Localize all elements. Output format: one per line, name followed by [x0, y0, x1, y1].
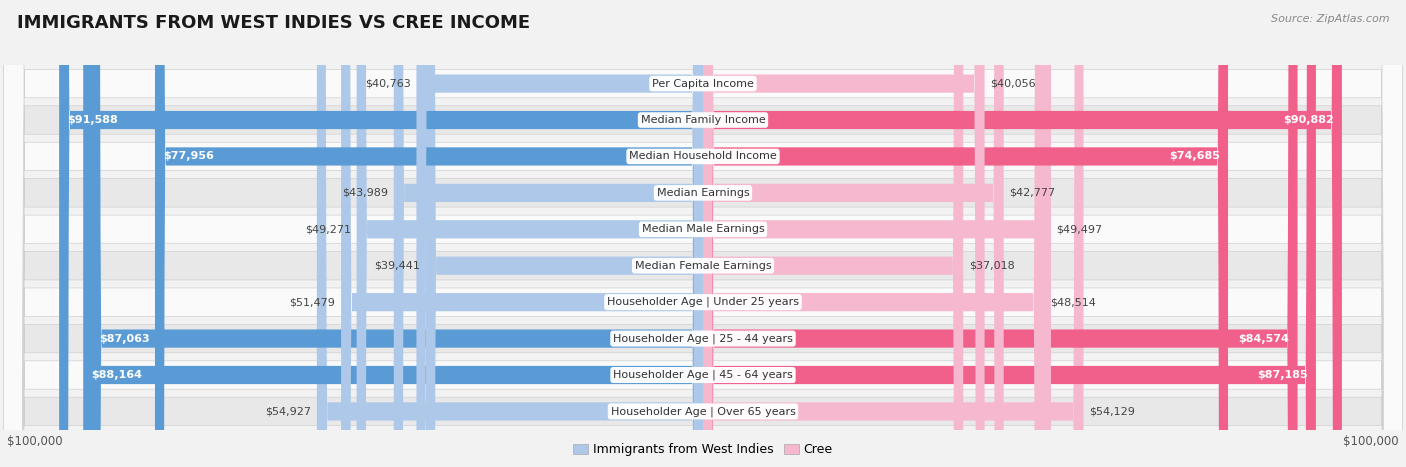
Text: Householder Age | 45 - 64 years: Householder Age | 45 - 64 years	[613, 370, 793, 380]
Text: $77,956: $77,956	[163, 151, 214, 162]
Text: Householder Age | 25 - 44 years: Householder Age | 25 - 44 years	[613, 333, 793, 344]
Text: $40,763: $40,763	[366, 78, 411, 89]
Text: $39,441: $39,441	[374, 261, 420, 271]
Text: Householder Age | Under 25 years: Householder Age | Under 25 years	[607, 297, 799, 307]
Text: $87,063: $87,063	[100, 333, 150, 344]
Text: $74,685: $74,685	[1168, 151, 1219, 162]
FancyBboxPatch shape	[3, 0, 1403, 467]
Text: $43,989: $43,989	[342, 188, 388, 198]
Text: Median Household Income: Median Household Income	[628, 151, 778, 162]
FancyBboxPatch shape	[703, 0, 1050, 467]
FancyBboxPatch shape	[426, 0, 703, 467]
Text: $37,018: $37,018	[969, 261, 1015, 271]
Text: Median Female Earnings: Median Female Earnings	[634, 261, 772, 271]
FancyBboxPatch shape	[59, 0, 703, 467]
FancyBboxPatch shape	[3, 0, 1403, 467]
Text: $51,479: $51,479	[290, 297, 336, 307]
FancyBboxPatch shape	[703, 0, 1341, 467]
FancyBboxPatch shape	[83, 0, 703, 467]
FancyBboxPatch shape	[3, 0, 1403, 467]
FancyBboxPatch shape	[703, 0, 984, 467]
FancyBboxPatch shape	[703, 0, 1084, 467]
Text: $87,185: $87,185	[1257, 370, 1308, 380]
Text: $90,882: $90,882	[1282, 115, 1333, 125]
Text: $54,129: $54,129	[1090, 406, 1135, 417]
Text: $88,164: $88,164	[91, 370, 142, 380]
FancyBboxPatch shape	[3, 0, 1403, 467]
FancyBboxPatch shape	[342, 0, 703, 467]
Text: $100,000: $100,000	[1343, 435, 1399, 448]
FancyBboxPatch shape	[3, 0, 1403, 467]
FancyBboxPatch shape	[703, 0, 963, 467]
Text: Median Earnings: Median Earnings	[657, 188, 749, 198]
Text: $49,497: $49,497	[1056, 224, 1102, 234]
Text: $49,271: $49,271	[305, 224, 352, 234]
FancyBboxPatch shape	[703, 0, 1227, 467]
Legend: Immigrants from West Indies, Cree: Immigrants from West Indies, Cree	[574, 443, 832, 456]
FancyBboxPatch shape	[416, 0, 703, 467]
Text: Median Family Income: Median Family Income	[641, 115, 765, 125]
FancyBboxPatch shape	[3, 0, 1403, 467]
FancyBboxPatch shape	[3, 0, 1403, 467]
Text: $42,777: $42,777	[1010, 188, 1056, 198]
Text: Per Capita Income: Per Capita Income	[652, 78, 754, 89]
FancyBboxPatch shape	[394, 0, 703, 467]
FancyBboxPatch shape	[357, 0, 703, 467]
FancyBboxPatch shape	[3, 0, 1403, 467]
Text: $40,056: $40,056	[990, 78, 1036, 89]
Text: $54,927: $54,927	[266, 406, 311, 417]
Text: Source: ZipAtlas.com: Source: ZipAtlas.com	[1271, 14, 1389, 24]
Text: Median Male Earnings: Median Male Earnings	[641, 224, 765, 234]
FancyBboxPatch shape	[703, 0, 1298, 467]
FancyBboxPatch shape	[703, 0, 1316, 467]
Text: $100,000: $100,000	[7, 435, 63, 448]
FancyBboxPatch shape	[316, 0, 703, 467]
FancyBboxPatch shape	[91, 0, 703, 467]
Text: $91,588: $91,588	[67, 115, 118, 125]
Text: Householder Age | Over 65 years: Householder Age | Over 65 years	[610, 406, 796, 417]
Text: IMMIGRANTS FROM WEST INDIES VS CREE INCOME: IMMIGRANTS FROM WEST INDIES VS CREE INCO…	[17, 14, 530, 32]
Text: $48,514: $48,514	[1050, 297, 1095, 307]
FancyBboxPatch shape	[703, 0, 1004, 467]
FancyBboxPatch shape	[3, 0, 1403, 467]
Text: $84,574: $84,574	[1239, 333, 1289, 344]
FancyBboxPatch shape	[155, 0, 703, 467]
FancyBboxPatch shape	[3, 0, 1403, 467]
FancyBboxPatch shape	[703, 0, 1045, 467]
